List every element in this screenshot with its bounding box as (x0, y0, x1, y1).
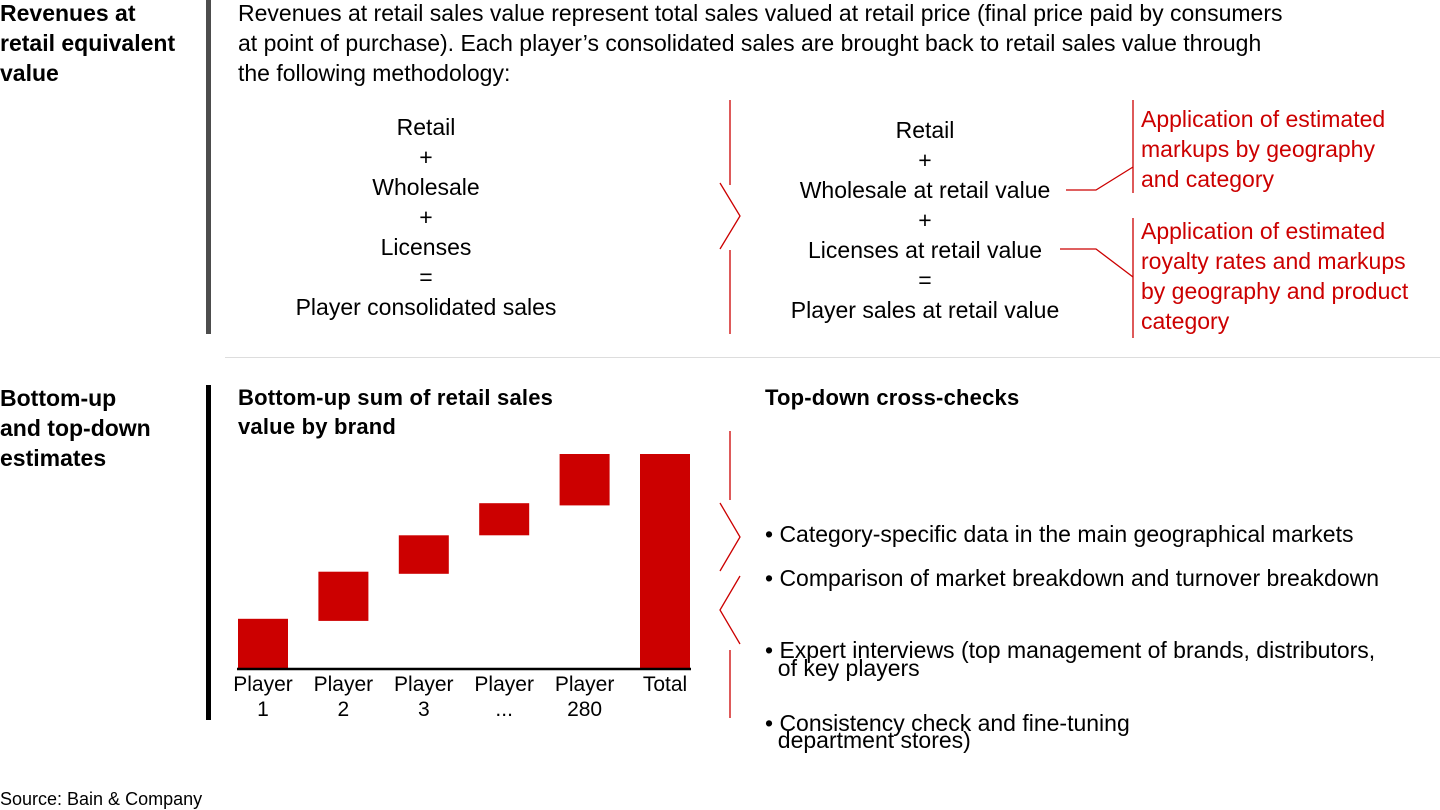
formula-consolidated-sales: Player consolidated sales (295, 294, 557, 320)
section2-divider-bar (206, 385, 211, 720)
x-tick-label-line: ... (495, 698, 513, 721)
section2-heading: Bottom-up and top-down estimates (0, 385, 151, 471)
bar-2 (398, 535, 449, 574)
formula-retail: Retail (396, 114, 456, 140)
chart-title: Bottom-up sum of retail sales value by b… (238, 385, 554, 439)
x-tick-label-line: Player (313, 673, 374, 696)
formula-licenses-retail-value: Licenses at retail value (808, 237, 1042, 263)
formula-licenses: Licenses (380, 234, 472, 260)
formula-player-sales-retail-value: Player sales at retail value (790, 297, 1060, 323)
bar-1 (318, 571, 369, 621)
x-tick-label: Player 1 (223, 672, 303, 722)
left-formula: Retail + Wholesale + Licenses = Player c… (276, 112, 576, 322)
bar-5 (640, 454, 690, 668)
formula-equals: = (419, 264, 433, 290)
bar-3 (479, 503, 530, 536)
x-tick-label-line: 3 (417, 698, 430, 721)
x-tick-label: Player 280 (545, 672, 625, 722)
x-tick-label-line: Player (474, 673, 534, 696)
formula-retail: Retail (895, 117, 955, 143)
x-tick-label: Total (625, 672, 705, 697)
x-tick-label-line: Total (642, 673, 688, 696)
formula-plus: + (419, 204, 433, 230)
markups-note: Application of estimated markups by geog… (1141, 106, 1386, 192)
methodology-intro: Revenues at retail sales value represent… (238, 0, 1283, 86)
formula-wholesale: Wholesale (372, 174, 480, 200)
bar-4 (559, 454, 610, 506)
section-divider (225, 357, 1440, 358)
right-formula: Retail + Wholesale at retail value + Lic… (775, 115, 1075, 325)
section1-divider-bar (206, 0, 211, 334)
crosscheck-title: Top-down cross-checks (765, 385, 1020, 410)
bullet-market-comparison: • Comparison of market breakdown and tur… (765, 565, 1380, 681)
bar-0 (238, 618, 288, 668)
formula-wholesale-retail-value: Wholesale at retail value (799, 177, 1051, 203)
x-tick-label-line: 1 (257, 698, 269, 721)
formula-equals: = (918, 267, 932, 293)
formula-plus: + (918, 147, 932, 173)
section1-heading: Revenues at retail equivalent value (0, 0, 176, 86)
x-tick-label-line: 2 (337, 698, 350, 721)
x-tick-label-line: Player (554, 673, 615, 696)
bullet-expert-interviews: • Expert interviews (top management of b… (765, 637, 1376, 753)
bullet-category-data: • Category-specific data in the main geo… (765, 521, 1354, 547)
royalty-note: Application of estimated royalty rates a… (1141, 218, 1409, 334)
x-tick-label: Player... (464, 672, 544, 722)
formula-plus: + (419, 144, 433, 170)
x-tick-label-line: Player (394, 673, 454, 696)
bullet-consistency-check: • Consistency check and fine-tuning (765, 710, 1130, 736)
x-tick-label-line: Player (233, 673, 293, 696)
x-tick-label: Player 3 (384, 672, 464, 722)
x-tick-label: Player 2 (303, 672, 383, 722)
formula-plus: + (918, 207, 932, 233)
source-note: Source: Bain & Company (0, 789, 203, 809)
x-tick-label-line: 280 (567, 698, 603, 721)
